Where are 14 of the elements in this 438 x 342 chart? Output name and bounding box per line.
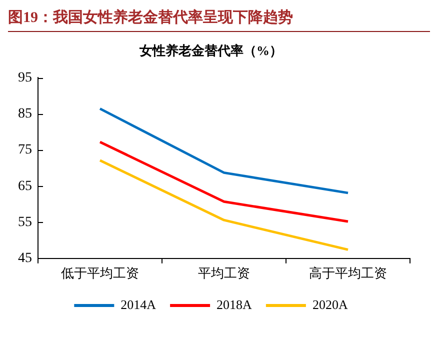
y-tick-label: 95 [18,70,32,86]
y-tick-label: 65 [18,178,32,194]
x-tick-label: 低于平均工资 [61,266,139,281]
x-tick-label: 平均工资 [198,266,250,281]
legend-label: 2020A [312,296,348,312]
y-tick-label: 75 [18,142,32,158]
y-tick-label: 55 [18,214,32,230]
y-tick-label: 85 [18,106,32,122]
chart-title: 图19：我国女性养老金替代率呈现下降趋势 [8,10,293,26]
chart-subtitle: 女性养老金替代率（%） [138,43,282,58]
legend-label: 2018A [216,296,253,312]
y-tick-label: 45 [18,251,32,266]
legend-label: 2014A [120,296,157,312]
x-tick-label: 高于平均工资 [309,266,387,281]
